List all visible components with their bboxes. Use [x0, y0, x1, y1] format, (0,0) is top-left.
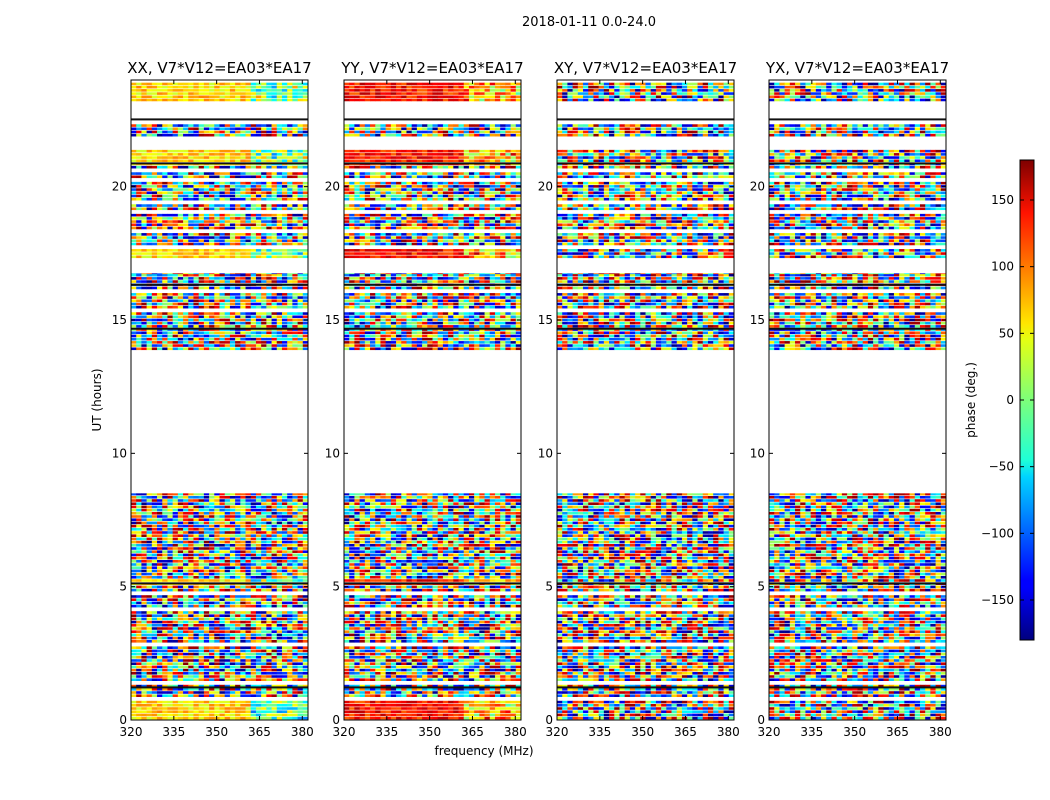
- panel-title: YX, V7*V12=EA03*EA17: [765, 59, 949, 77]
- colorbar-ticks: −150 −100 −50 0 50 100 150: [981, 193, 1034, 607]
- y-tick-label: 5: [119, 580, 127, 594]
- colorbar-tick-label: −50: [989, 460, 1014, 474]
- y-tick-label: 20: [750, 180, 765, 194]
- x-tick-label: 335: [375, 725, 398, 739]
- flag-line: [557, 582, 734, 585]
- heatmap-cells: [131, 82, 309, 720]
- y-tick-label: 15: [750, 313, 765, 327]
- y-tick-label: 0: [119, 713, 127, 727]
- y-tick-label: 0: [332, 713, 340, 727]
- colorbar-tick-label: 150: [991, 193, 1014, 207]
- flag-line: [557, 686, 734, 689]
- colorbar-tick-label: 0: [1006, 393, 1014, 407]
- panel-title: YY, V7*V12=EA03*EA17: [340, 59, 523, 77]
- flag-line: [557, 118, 734, 121]
- flag-line: [131, 686, 308, 689]
- flag-line: [131, 582, 308, 585]
- flag-line: [769, 582, 946, 585]
- y-tick-label: 0: [545, 713, 553, 727]
- x-tick-label: 335: [162, 725, 185, 739]
- y-tick-label: 10: [538, 446, 553, 460]
- x-tick-label: 320: [546, 725, 569, 739]
- x-tick-label: 365: [248, 725, 271, 739]
- colorbar-tick-label: 100: [991, 260, 1014, 274]
- y-tick-label: 5: [332, 580, 340, 594]
- y-tick-label: 5: [757, 580, 765, 594]
- y-tick-label: 10: [750, 446, 765, 460]
- panel-title: XX, V7*V12=EA03*EA17: [127, 59, 311, 77]
- colorbar-tick-label: −100: [981, 526, 1014, 540]
- x-axis-label: frequency (MHz): [434, 744, 533, 758]
- x-tick-label: 335: [588, 725, 611, 739]
- colorbar: −150 −100 −50 0 50 100 150 phase (deg.): [964, 159, 1035, 641]
- panel-frame: [556, 79, 735, 721]
- flag-line: [344, 118, 521, 121]
- x-tick-label: 350: [631, 725, 654, 739]
- x-tick-label: 320: [333, 725, 356, 739]
- x-tick-label: 350: [418, 725, 441, 739]
- flag-line: [557, 283, 734, 286]
- panel-frame: [130, 79, 309, 721]
- panel-frame: [343, 79, 522, 721]
- y-axis-label: UT (hours): [90, 368, 104, 431]
- flag-line: [344, 283, 521, 286]
- y-tick-label: 15: [538, 313, 553, 327]
- flag-line: [131, 327, 308, 330]
- flag-line: [131, 162, 308, 165]
- flag-line: [769, 162, 946, 165]
- flag-line: [131, 283, 308, 286]
- colorbar-tick-label: 50: [999, 326, 1014, 340]
- x-tick-label: 380: [717, 725, 740, 739]
- x-tick-label: 350: [205, 725, 228, 739]
- y-tick-label: 20: [112, 180, 127, 194]
- x-tick-label: 320: [758, 725, 781, 739]
- x-tick-label: 335: [800, 725, 823, 739]
- flag-line: [344, 327, 521, 330]
- flag-line: [769, 283, 946, 286]
- flag-line: [769, 327, 946, 330]
- flag-line: [131, 118, 308, 121]
- flag-line: [557, 327, 734, 330]
- flag-line: [769, 686, 946, 689]
- heatmap-cells: [344, 82, 522, 720]
- y-tick-label: 10: [112, 446, 127, 460]
- x-tick-label: 380: [291, 725, 314, 739]
- panel-title: XY, V7*V12=EA03*EA17: [554, 59, 737, 77]
- y-tick-label: 0: [757, 713, 765, 727]
- panels: XX, V7*V12=EA03*EA17 320 335 350 365 380 0 5 10 1…: [112, 59, 952, 739]
- y-tick-label: 20: [538, 180, 553, 194]
- x-tick-label: 365: [674, 725, 697, 739]
- flag-line: [344, 582, 521, 585]
- y-tick-label: 15: [112, 313, 127, 327]
- colorbar-label: phase (deg.): [964, 362, 978, 438]
- figure-title: 2018-01-11 0.0-24.0: [522, 15, 656, 30]
- y-tick-label: 15: [325, 313, 340, 327]
- y-tick-label: 20: [325, 180, 340, 194]
- panel-frame: [768, 79, 947, 721]
- panel-xx: XX, V7*V12=EA03*EA17 320 335 350 365 380 0 5 10 1…: [112, 59, 314, 739]
- x-tick-label: 350: [843, 725, 866, 739]
- colorbar-tick-label: −150: [981, 593, 1014, 607]
- y-tick-label: 10: [325, 446, 340, 460]
- y-tick-label: 5: [545, 580, 553, 594]
- flag-line: [769, 118, 946, 121]
- x-tick-label: 320: [120, 725, 143, 739]
- x-tick-label: 365: [886, 725, 909, 739]
- panel-xy: XY, V7*V12=EA03*EA17 320 335 350 365 380 0 5 10 1…: [538, 59, 740, 739]
- x-tick-label: 380: [504, 725, 527, 739]
- flag-line: [344, 686, 521, 689]
- x-tick-label: 380: [929, 725, 952, 739]
- x-tick-label: 365: [461, 725, 484, 739]
- flag-line: [557, 162, 734, 165]
- heatmap-cells: [557, 82, 735, 720]
- panel-yy: YY, V7*V12=EA03*EA17 320 335 350 365 380 0 5 10 1…: [325, 59, 527, 739]
- panel-yx: YX, V7*V12=EA03*EA17 320 335 350 365 380 0 5 10 1…: [750, 59, 952, 739]
- flag-line: [344, 162, 521, 165]
- heatmap-cells: [769, 82, 947, 720]
